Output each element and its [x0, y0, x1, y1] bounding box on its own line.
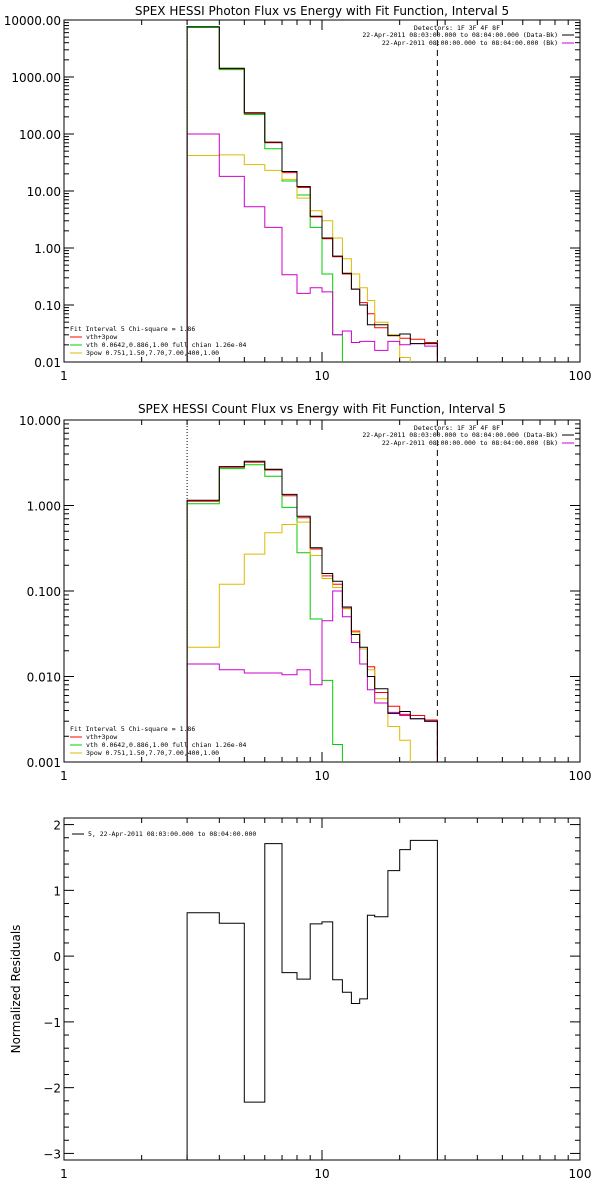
y-tick-label: 100.00: [19, 128, 61, 142]
photon-flux-ticks: 1 10 100 0.01 0.10 1.00 10.00 100.00 1000.00 1000…: [4, 14, 592, 383]
y-tick-label: 0.001: [27, 756, 61, 770]
series-line-1: [186, 27, 343, 362]
y-tick-label: 0: [53, 950, 61, 964]
x-tick-label: 100: [569, 1167, 592, 1181]
y-tick-label: 0.10: [34, 299, 61, 313]
photon-flux-title: SPEX HESSI Photon Flux vs Energy with Fi…: [135, 4, 509, 18]
count-detectors-text: Detectors: 1F 3F 4F 8F: [414, 424, 500, 432]
y-tick-label: 10.000: [19, 414, 61, 428]
residual-legend-label: 5, 22-Apr-2011 08:03:00.000 to 08:04:00.…: [88, 830, 256, 838]
right-legend-label: 22-Apr-2011 08:00:00.000 to 08:04:00.000…: [382, 439, 558, 447]
residuals-panel: Normalized Residuals 1 10 100 −3 −2 −1 0 1 2 5, …: [9, 817, 591, 1181]
residuals-frame: [63, 817, 581, 1161]
x-tick-label: 1: [60, 769, 68, 783]
x-tick-label: 10: [314, 769, 329, 783]
count-flux-frame: [63, 419, 581, 763]
photon-flux-frame: [63, 19, 581, 363]
y-tick-label: 0.01: [34, 356, 61, 370]
left-legend-label: 3pow 0.751,1.50,7.70,7.00,400,1.00: [86, 749, 219, 757]
x-tick-label: 1: [60, 369, 68, 383]
right-legend-label: 22-Apr-2011 08:03:00.000 to 08:04:00.000…: [362, 31, 558, 39]
y-tick-label: −3: [43, 1147, 61, 1161]
right-legend-label: 22-Apr-2011 08:03:00.000 to 08:04:00.000…: [362, 431, 558, 439]
series-line-0: [186, 26, 438, 362]
y-tick-label: −2: [43, 1082, 61, 1096]
photon-flux-series: [186, 20, 438, 362]
x-tick-label: 10: [314, 1167, 329, 1181]
photon-detectors-text: Detectors: 1F 3F 4F 8F: [414, 24, 500, 32]
residuals-ticks: 1 10 100 −3 −2 −1 0 1 2: [43, 818, 591, 1181]
count-legend-left: Fit Interval 5 Chi-square = 1.86vth+3pow…: [70, 725, 247, 757]
left-legend-title: Fit Interval 5 Chi-square = 1.86: [70, 325, 195, 333]
y-tick-label: 1000.00: [11, 71, 61, 85]
count-flux-panel: SPEX HESSI Count Flux vs Energy with Fit…: [19, 402, 591, 783]
series-line-3: [186, 590, 438, 762]
y-tick-label: −1: [43, 1016, 61, 1030]
photon-legend-left: Fit Interval 5 Chi-square = 1.86vth+3pow…: [70, 325, 247, 357]
left-legend-label: vth+3pow: [86, 733, 117, 741]
y-tick-label: 1: [53, 884, 61, 898]
y-tick-label: 10000.00: [4, 14, 61, 28]
x-tick-label: 10: [314, 369, 329, 383]
y-tick-label: 2: [53, 819, 61, 833]
series-line-0: [186, 461, 438, 762]
count-flux-ticks: 1 10 100 0.001 0.010 0.100 1.000 10.000: [19, 414, 591, 783]
right-legend-label: 22-Apr-2011 08:00:00.000 to 08:04:00.000…: [382, 39, 558, 47]
photon-legend-right: 22-Apr-2011 08:03:00.000 to 08:04:00.000…: [362, 31, 574, 47]
residuals-ylabel: Normalized Residuals: [9, 925, 23, 1054]
y-tick-label: 1.00: [34, 242, 61, 256]
left-legend-title: Fit Interval 5 Chi-square = 1.86: [70, 725, 195, 733]
residuals-legend: 5, 22-Apr-2011 08:03:00.000 to 08:04:00.…: [72, 830, 256, 838]
left-legend-label: vth+3pow: [86, 333, 117, 341]
y-tick-label: 0.100: [27, 585, 61, 599]
series-line-3: [186, 133, 438, 362]
y-tick-label: 1.000: [27, 500, 61, 514]
left-legend-label: vth 0.0642,0.886,1.00 full chian 1.26e-0…: [86, 741, 247, 749]
count-flux-title: SPEX HESSI Count Flux vs Energy with Fit…: [138, 402, 506, 416]
series-line-4: [186, 26, 438, 362]
y-tick-label: 0.010: [27, 671, 61, 685]
residuals-series: [186, 839, 438, 1160]
x-tick-label: 1: [60, 1167, 68, 1181]
x-tick-label: 100: [569, 369, 592, 383]
x-tick-label: 100: [569, 769, 592, 783]
series-line-4: [186, 460, 438, 762]
left-legend-label: 3pow 0.751,1.50,7.70,7.00,400,1.00: [86, 349, 219, 357]
series-line-0: [186, 839, 438, 1160]
count-legend-right: 22-Apr-2011 08:03:00.000 to 08:04:00.000…: [362, 431, 574, 447]
count-flux-series: [186, 420, 438, 762]
y-tick-label: 10.00: [27, 185, 61, 199]
left-legend-label: vth 0.0642,0.886,1.00 full chian 1.26e-0…: [86, 341, 247, 349]
photon-flux-panel: SPEX HESSI Photon Flux vs Energy with Fi…: [4, 4, 592, 383]
